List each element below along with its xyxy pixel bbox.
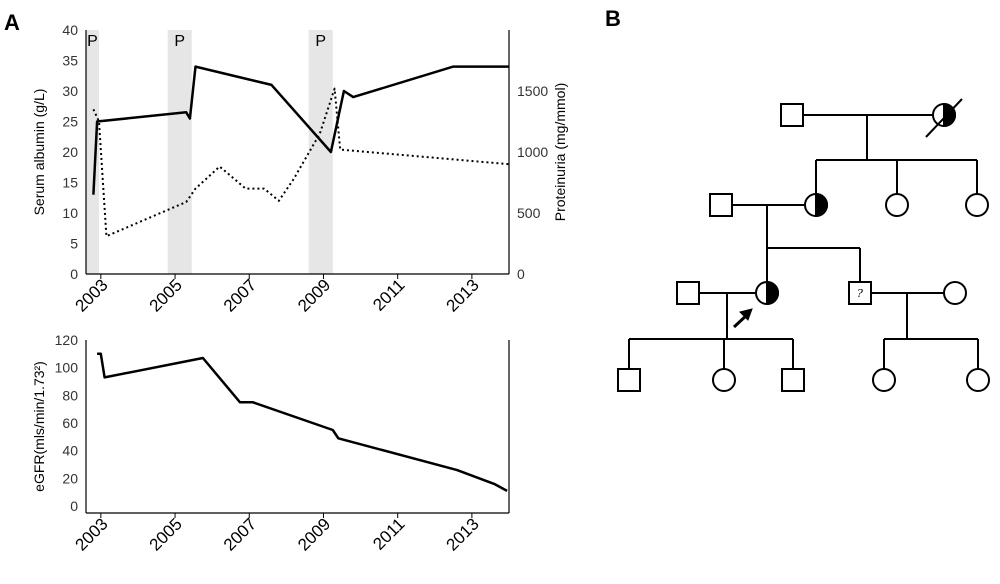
shaded-period (308, 30, 333, 274)
y-tick-label: 60 (62, 415, 78, 431)
gen4-male (617, 368, 641, 392)
x-tick-label: 2013 (443, 514, 483, 554)
egfr-chart: 0 20 40 60 80 100 120 eGFR(mls/min/1.73²) 2003 20… (31, 332, 510, 555)
y-tick-label: 40 (62, 22, 78, 38)
y-tick-label: 15 (62, 175, 78, 191)
albumin-series-line (92, 65, 509, 195)
gen4-male (781, 368, 805, 392)
y-axis-label: Serum albumin (g/L) (31, 89, 47, 216)
proteinuria-series-line (92, 87, 510, 238)
y-tick-label: 20 (62, 144, 78, 160)
x-tick-label: 2009 (294, 275, 334, 315)
unknown-status-mark: ? (857, 287, 863, 300)
gen1-female-deceased-carrier (925, 98, 963, 138)
x-tick-label: 2007 (220, 514, 260, 554)
gen3-female-spouse (943, 281, 967, 305)
gen2-female-carrier (804, 192, 828, 218)
y-axis-label: eGFR(mls/min/1.73²) (31, 361, 47, 492)
panel-a-label: A (4, 10, 20, 35)
x-tick-label: 2005 (146, 514, 186, 554)
gen4-female (712, 368, 736, 392)
pedigree-diagram: ? (617, 98, 990, 392)
period-label: P (87, 33, 98, 50)
albumin-proteinuria-chart: P P P 0 5 10 15 20 25 30 35 40 0 500 1000 1500 Proteinur… (31, 22, 568, 316)
y-right-tick-label: 0 (517, 266, 525, 282)
y-right-tick-label: 1000 (517, 144, 548, 160)
y-right-tick-label: 500 (517, 205, 541, 221)
egfr-series-line (97, 352, 508, 492)
y-tick-label: 0 (70, 498, 78, 514)
y-tick-label: 35 (62, 53, 78, 69)
y-tick-label: 30 (62, 83, 78, 99)
shaded-period (86, 30, 99, 274)
y-tick-label: 10 (62, 205, 78, 221)
x-tick-label: 2011 (369, 275, 408, 314)
x-tick-label: 2007 (220, 275, 260, 315)
x-tick-label: 2009 (294, 514, 334, 554)
y-tick-label: 5 (70, 236, 78, 252)
y-tick-label: 20 (62, 470, 78, 486)
period-label: P (315, 33, 326, 50)
y-right-tick-label: 1500 (517, 83, 548, 99)
x-tick-label: 2003 (71, 514, 111, 554)
y-axis-right-label: Proteinuria (mg/mmol) (552, 83, 568, 221)
x-tick-label: 2011 (369, 514, 408, 553)
gen1-male (780, 103, 804, 127)
gen4-female (872, 368, 896, 392)
y-tick-label: 80 (62, 387, 78, 403)
gen2-female (885, 193, 909, 217)
gen2-female (965, 193, 989, 217)
shaded-period (167, 30, 192, 274)
period-label: P (174, 33, 185, 50)
x-tick-label: 2005 (146, 275, 186, 315)
y-tick-label: 25 (62, 114, 78, 130)
gen4-female (966, 368, 990, 392)
y-tick-label: 0 (70, 266, 78, 282)
gen2-male (709, 193, 733, 217)
proband-arrow-icon (732, 308, 753, 329)
x-tick-label: 2013 (443, 275, 483, 315)
proband-female-carrier (755, 280, 779, 306)
y-tick-label: 120 (55, 332, 79, 348)
panel-b-label: B (605, 6, 621, 31)
gen3-male (676, 281, 700, 305)
y-tick-label: 40 (62, 443, 78, 459)
y-tick-label: 100 (55, 360, 79, 376)
